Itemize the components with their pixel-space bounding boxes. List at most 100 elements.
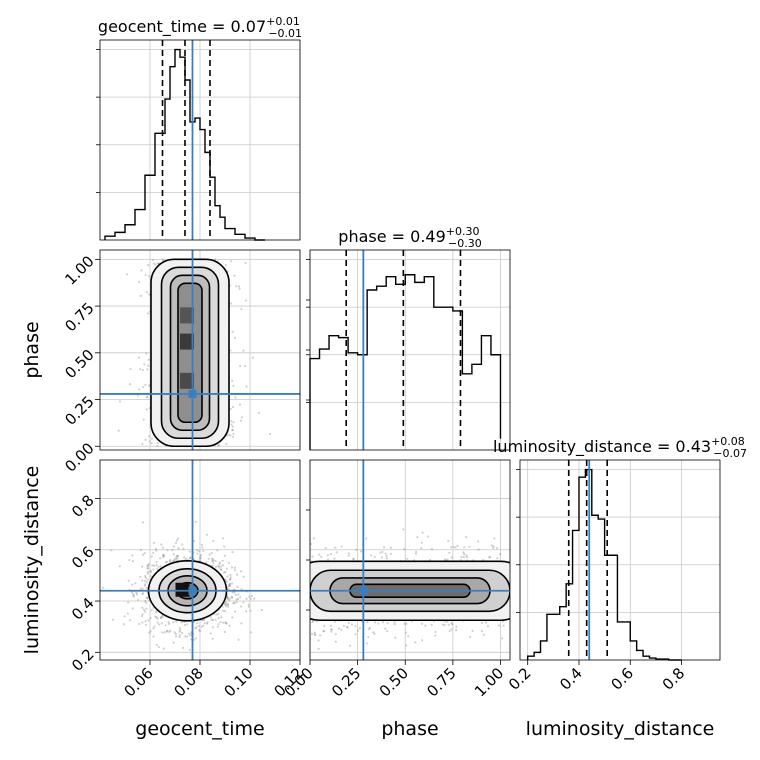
sample-point (496, 547, 499, 550)
sample-point (145, 607, 148, 610)
joint-panel-phase-luminosity_distance (309, 459, 511, 661)
sample-point (454, 546, 457, 549)
sample-point (318, 553, 321, 556)
sample-point (335, 551, 338, 554)
sample-point (155, 561, 158, 564)
sample-point (240, 588, 243, 591)
sample-point (157, 565, 160, 568)
sample-point (172, 545, 176, 548)
sample-point (455, 625, 458, 628)
sample-point (322, 630, 325, 633)
sample-point (167, 622, 170, 625)
title-minus: −0.01 (268, 27, 302, 40)
sample-point (147, 358, 150, 361)
sample-point (166, 629, 169, 632)
sample-point (214, 618, 217, 621)
sample-point (198, 630, 202, 633)
sample-point (356, 629, 359, 632)
sample-point (451, 623, 454, 626)
sample-point (334, 546, 337, 549)
sample-point (200, 543, 204, 546)
sample-point (242, 575, 245, 578)
sample-point (171, 548, 174, 552)
sample-point (181, 631, 184, 634)
sample-point (199, 553, 203, 557)
sample-point (206, 621, 209, 624)
sample-point (402, 528, 405, 531)
sample-point (224, 622, 228, 625)
sample-point (482, 633, 485, 636)
sample-point (245, 385, 248, 388)
sample-point (404, 631, 408, 634)
panel-bg (520, 460, 720, 660)
sample-point (340, 628, 343, 632)
sample-point (372, 631, 375, 634)
sample-point (348, 644, 352, 647)
title-minus: −0.07 (713, 447, 747, 460)
sample-point (420, 541, 423, 544)
sample-point (450, 546, 453, 549)
sample-point (161, 631, 164, 634)
sample-point (239, 605, 243, 608)
histogram-geocent_time (104, 48, 265, 241)
sample-point (317, 647, 320, 650)
sample-point (460, 555, 463, 559)
sample-point (234, 593, 237, 597)
sample-point (490, 544, 493, 547)
sample-point (330, 628, 333, 631)
sample-point (134, 582, 137, 585)
sample-point (225, 442, 228, 446)
sample-point (144, 576, 148, 579)
sample-point (148, 440, 151, 443)
sample-point (169, 629, 172, 632)
panel-frame (99, 39, 301, 241)
sample-point (194, 627, 197, 630)
sample-point (160, 543, 163, 546)
sample-point (232, 601, 235, 605)
sample-point (228, 582, 232, 585)
sample-point (238, 287, 241, 290)
sample-point (217, 623, 220, 626)
sample-point (231, 596, 234, 599)
sample-point (239, 419, 242, 422)
sample-point (167, 621, 170, 624)
sample-point (213, 258, 217, 261)
sample-point (381, 556, 384, 559)
sample-point (385, 557, 388, 560)
sample-point (476, 540, 480, 543)
sample-point (155, 610, 158, 613)
sample-point (142, 385, 145, 389)
sample-point (452, 545, 455, 549)
sample-point (235, 285, 238, 288)
sample-point (492, 546, 495, 549)
sample-point (188, 632, 191, 635)
sample-point (455, 628, 458, 632)
sample-point (152, 564, 156, 567)
sample-point (394, 636, 397, 639)
sample-point (229, 576, 232, 579)
sample-point (139, 587, 142, 591)
marginal-title-geocent_time: geocent_time = 0.07+0.01 −0.01 (98, 15, 302, 40)
sample-point (221, 621, 225, 624)
sample-point (144, 438, 147, 441)
xtick-label-luminosity_distance: 0.6 (607, 664, 637, 694)
marginal-panel-luminosity_distance: luminosity_distance = 0.43+0.08 −0.07 (493, 435, 747, 661)
sample-point (244, 261, 247, 265)
sample-point (420, 547, 423, 550)
sample-point (155, 549, 158, 552)
sample-point (226, 596, 229, 599)
sample-point (365, 642, 369, 645)
sample-point (137, 280, 141, 284)
sample-point (223, 609, 227, 613)
sample-point (228, 583, 231, 586)
sample-point (450, 622, 453, 625)
sample-point (161, 546, 165, 549)
sample-point (445, 620, 448, 623)
sample-point (131, 559, 135, 563)
sample-point (149, 575, 152, 578)
sample-point (224, 571, 227, 574)
sample-point (228, 624, 231, 627)
sample-point (188, 648, 191, 651)
sample-point (232, 432, 235, 436)
sample-point (164, 624, 167, 627)
